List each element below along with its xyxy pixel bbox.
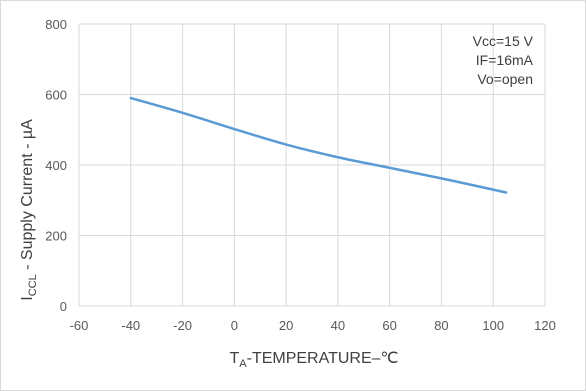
x-tick-label: -40 [121, 318, 140, 333]
y-tick-label: 400 [45, 158, 67, 173]
series-group [129, 96, 508, 194]
grid-lines [78, 23, 546, 307]
x-tick-label: -20 [173, 318, 192, 333]
y-axis-title: ICCL - Supply Current - µA [19, 119, 39, 301]
condition-vcc: Vcc=15 V [473, 33, 534, 49]
x-tick-label: 0 [231, 318, 238, 333]
x-tick-label: 60 [382, 318, 396, 333]
x-tick-label: 20 [279, 318, 293, 333]
y-tick-labels: 0 200 400 600 800 [45, 17, 67, 314]
y-tick-label: 0 [60, 299, 67, 314]
x-tick-label: 40 [331, 318, 345, 333]
conditions-legend: Vcc=15 V IF=16mA Vo=open [473, 33, 534, 87]
x-tick-labels: -60 -40 -20 0 20 40 60 80 100 120 [70, 318, 556, 333]
y-tick-label: 800 [45, 17, 67, 32]
x-tick-label: -60 [70, 318, 89, 333]
x-tick-label: 100 [482, 318, 504, 333]
series-line-0 [129, 96, 508, 194]
condition-if: IF=16mA [476, 52, 534, 68]
condition-vo: Vo=open [477, 71, 533, 87]
y-tick-label: 600 [45, 88, 67, 103]
x-tick-label: 120 [534, 318, 556, 333]
y-tick-label: 200 [45, 229, 67, 244]
x-tick-label: 80 [434, 318, 448, 333]
x-axis-title: TA-TEMPERATURE–℃ [229, 350, 398, 370]
